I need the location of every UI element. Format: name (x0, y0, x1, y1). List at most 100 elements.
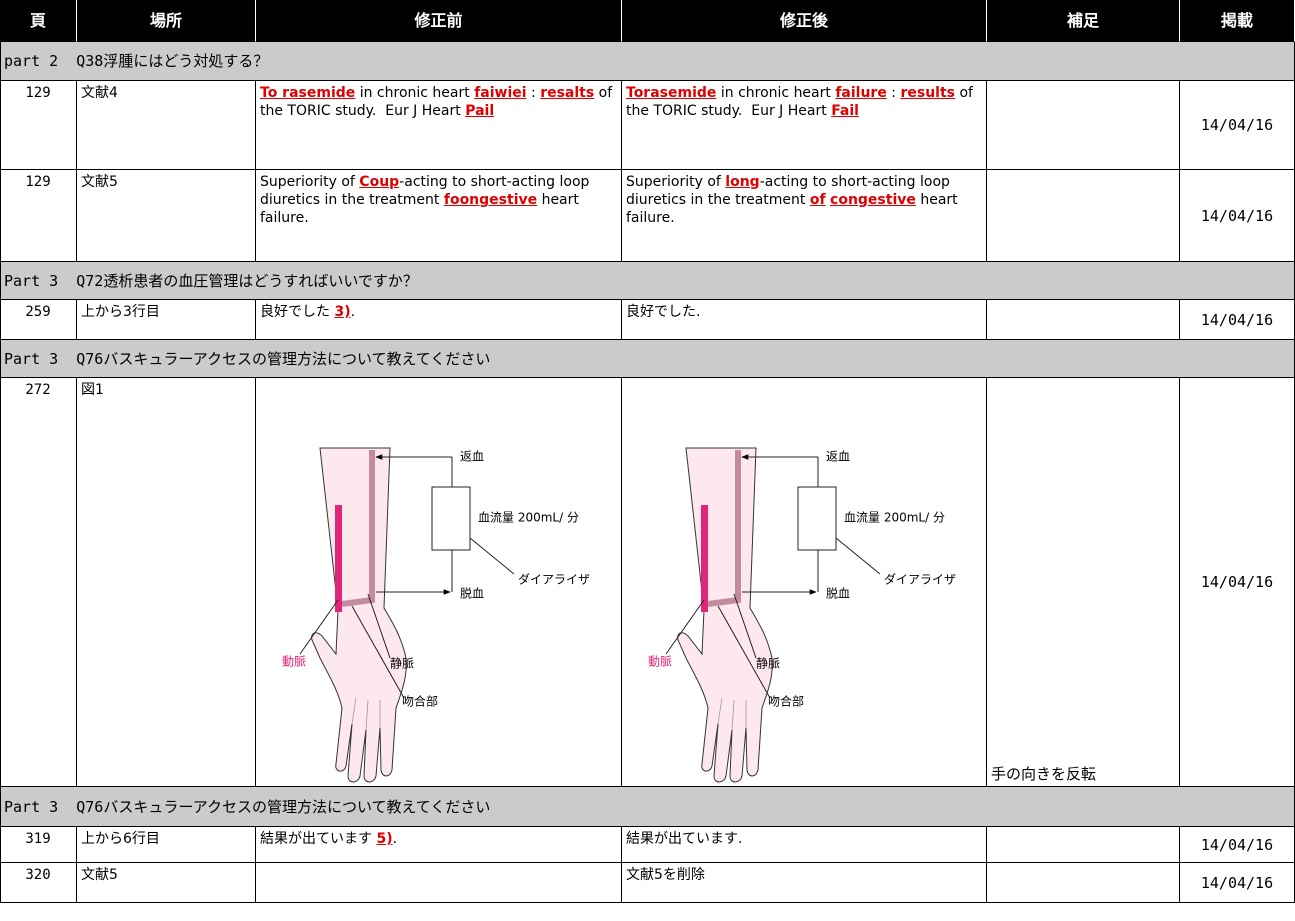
arm (311, 447, 407, 783)
location: 上から6行目 (81, 831, 160, 847)
note-cell (987, 827, 1180, 863)
text-segment: 良好でした. (626, 304, 701, 320)
text-segment: 文献5を削除 (626, 867, 705, 883)
correction-mark: long (725, 174, 760, 190)
date-cell: 14/04/16 (1180, 378, 1295, 787)
text-segment: heart failure. (626, 192, 963, 226)
location-cell: 文献5 (77, 863, 256, 903)
correction-mark: 5) (376, 831, 393, 847)
label-return: 返血 (460, 450, 484, 464)
section-title: part 2 Q38浮腫にはどう対処する？ (4, 52, 269, 70)
note-cell (987, 81, 1180, 170)
label-return: 返血 (826, 450, 850, 464)
correction-mark: results (900, 85, 955, 101)
header-text: 掲載 (1220, 10, 1253, 30)
header-text: 場所 (149, 10, 182, 30)
date-cell: 14/04/16 (1180, 863, 1295, 903)
section-title: Part 3 Q72透析患者の血圧管理はどうすればいいですか？ (4, 271, 418, 290)
page-cell: 272 (0, 378, 77, 787)
header-text: 補足 (1066, 10, 1099, 30)
date-cell: 14/04/16 (1180, 81, 1295, 170)
text-segment: 結果が出ています. (626, 831, 743, 847)
note-cell (987, 300, 1180, 340)
date: 14/04/16 (1200, 116, 1274, 134)
header-cell: 頁 (0, 0, 77, 42)
label-anastomosis: 吻合部 (768, 694, 804, 709)
label-removal: 脱血 (826, 586, 850, 601)
note: 手の向きを反転 (991, 765, 1097, 783)
page-number: 129 (25, 85, 51, 101)
header-text: 修正前 (414, 10, 463, 30)
correction-mark: Coup (359, 174, 400, 190)
page-cell: 320 (0, 863, 77, 903)
vein (707, 450, 741, 607)
leader (469, 537, 515, 575)
date: 14/04/16 (1200, 310, 1274, 329)
label-vein: 静脈 (756, 657, 780, 671)
text-segment: . (392, 831, 398, 847)
finger-lines (351, 697, 381, 731)
page-number: 272 (25, 382, 51, 398)
location-cell: 上から6行目 (77, 827, 256, 863)
after-cell: 良好でした. (622, 300, 987, 340)
text-segment: : (526, 85, 541, 101)
text-segment: in chronic heart (355, 85, 475, 101)
date: 14/04/16 (1200, 206, 1274, 225)
text-segment: . (350, 304, 356, 320)
correction-mark: Fail (831, 103, 859, 119)
artery (335, 505, 342, 612)
correction-mark: of (809, 192, 826, 208)
correction-mark: faiwiei (474, 85, 527, 101)
header-text: 修正後 (779, 10, 828, 30)
section-title: Part 3 Q76バスキュラーアクセスの管理方法について教えてください (4, 349, 491, 368)
header-cell: 掲載 (1180, 0, 1295, 42)
note-cell (987, 170, 1180, 262)
leader (665, 599, 705, 655)
correction-mark: 3) (334, 304, 351, 320)
text-segment: of the TORIC study. Eur J Heart (626, 85, 978, 119)
text-segment: -acting to short-acting loop diuretics i… (260, 174, 594, 208)
location: 文献5 (81, 867, 118, 883)
page-number: 320 (25, 867, 51, 883)
page-number: 319 (25, 831, 51, 847)
left-border (0, 0, 1, 903)
text-segment: -acting to short-acting loop diuretics i… (626, 174, 955, 208)
section-title: Part 3 Q76バスキュラーアクセスの管理方法について教えてください (4, 797, 491, 816)
date-cell: 14/04/16 (1180, 170, 1295, 262)
correction-mark: To rasemide (260, 85, 356, 101)
location-cell: 文献4 (77, 81, 256, 170)
leader (717, 605, 771, 699)
location: 文献4 (81, 85, 118, 101)
text-segment: Superiority of (626, 174, 726, 190)
page-number: 129 (25, 174, 51, 190)
page-cell: 129 (0, 81, 77, 170)
label-vein: 静脈 (390, 657, 414, 671)
correction-mark: Torasemide (626, 85, 717, 101)
text-segment: 良好でした (260, 304, 335, 320)
before-cell: To rasemide in chronic heart faiwiei : r… (256, 81, 622, 170)
text-segment: in chronic heart (716, 85, 836, 101)
date-cell: 14/04/16 (1180, 300, 1295, 340)
after-cell: Superiority of long-acting to short-acti… (622, 170, 987, 262)
label-anastomosis: 吻合部 (402, 694, 438, 709)
label-artery: 動脈 (648, 655, 672, 669)
after-cell: 返血 血流量 200mL/ 分ダイアライザ 脱血 動脈 静脈 吻合部 (622, 378, 987, 787)
text-segment: : (886, 85, 901, 101)
location: 上から3行目 (81, 304, 160, 320)
header-text: 頁 (29, 10, 46, 30)
label-artery: 動脈 (282, 655, 306, 669)
artery (701, 505, 708, 612)
page-cell: 129 (0, 170, 77, 262)
dialyzer (797, 486, 837, 551)
leader (351, 605, 405, 699)
note-cell (987, 863, 1180, 903)
arm (677, 447, 773, 783)
location-cell: 上から3行目 (77, 300, 256, 340)
vein (341, 450, 375, 607)
before-cell (256, 863, 622, 903)
before-cell: 良好でした 3). (256, 300, 622, 340)
before-cell: Superiority of Coup-acting to short-acti… (256, 170, 622, 262)
after-cell: 結果が出ています. (622, 827, 987, 863)
